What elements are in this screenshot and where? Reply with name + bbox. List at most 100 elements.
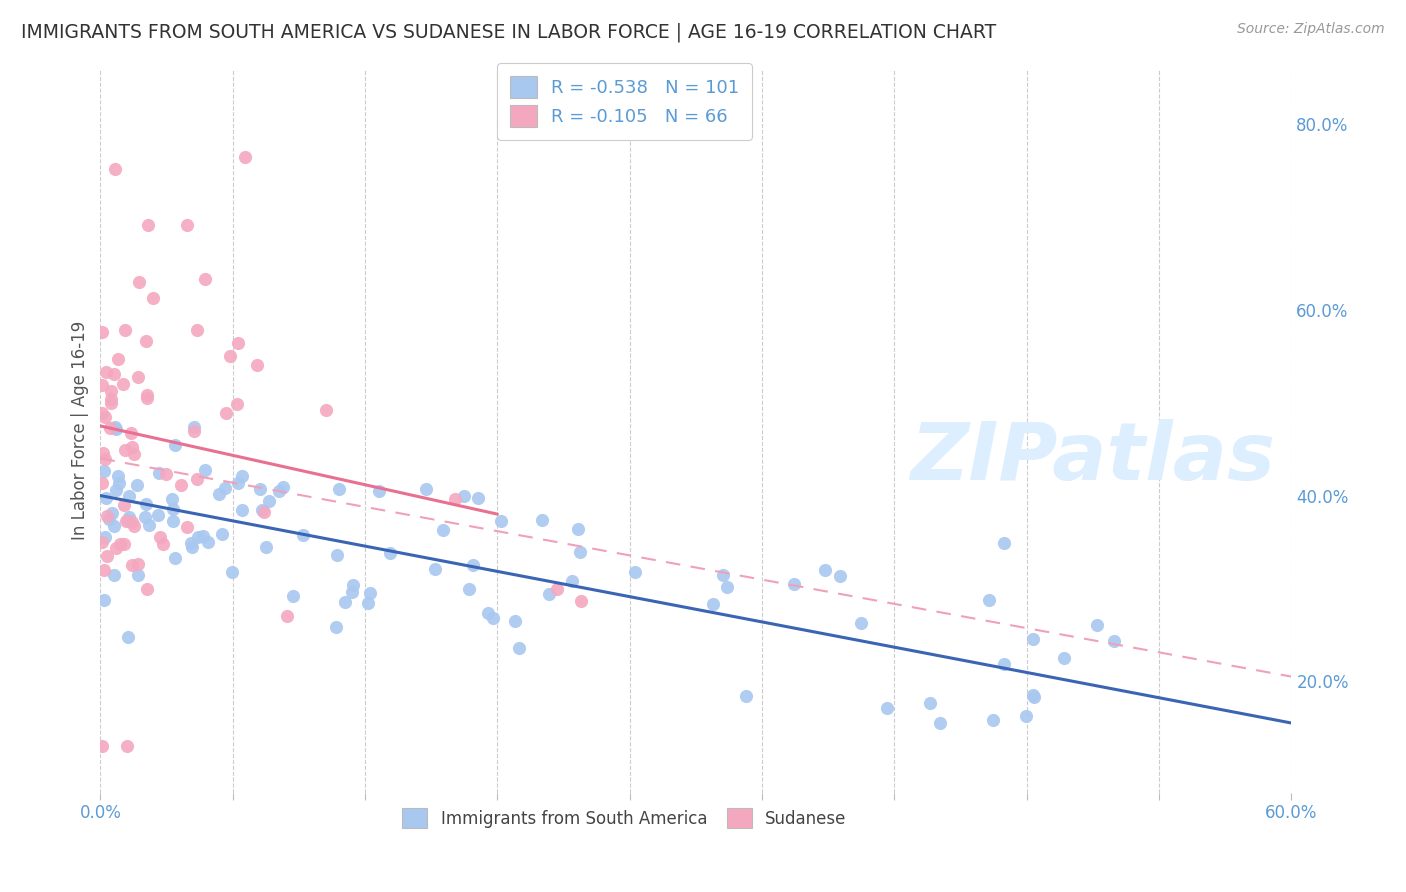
Point — [121, 558, 143, 572]
Point — [253, 505, 276, 519]
Point — [91, 378, 114, 392]
Point — [118, 489, 141, 503]
Point — [183, 424, 205, 438]
Point — [112, 498, 135, 512]
Point — [96, 549, 118, 564]
Point — [228, 476, 250, 491]
Point — [93, 592, 115, 607]
Text: Source: ZipAtlas.com: Source: ZipAtlas.com — [1237, 22, 1385, 37]
Point — [134, 510, 156, 524]
Point — [197, 534, 219, 549]
Point — [415, 482, 437, 496]
Point — [423, 562, 446, 576]
Point — [246, 358, 269, 372]
Point — [91, 325, 114, 339]
Point — [380, 546, 402, 560]
Point — [114, 323, 136, 337]
Point — [357, 596, 380, 610]
Point — [183, 420, 205, 434]
Point — [176, 218, 198, 232]
Point — [453, 489, 475, 503]
Point — [98, 421, 121, 435]
Point — [155, 467, 177, 481]
Point — [105, 483, 128, 497]
Point — [977, 593, 1000, 607]
Point — [105, 541, 128, 556]
Point — [107, 352, 129, 367]
Point — [457, 582, 479, 597]
Point — [169, 478, 191, 492]
Point — [546, 582, 568, 596]
Point — [152, 537, 174, 551]
Point — [122, 446, 145, 460]
Point — [359, 586, 381, 600]
Point — [503, 615, 526, 629]
Point — [117, 513, 139, 527]
Point — [107, 469, 129, 483]
Point — [121, 516, 143, 530]
Point — [1022, 689, 1045, 703]
Point — [118, 510, 141, 524]
Point — [103, 367, 125, 381]
Point — [165, 438, 187, 452]
Point — [981, 713, 1004, 727]
Point — [292, 528, 315, 542]
Point — [814, 563, 837, 577]
Point — [149, 530, 172, 544]
Y-axis label: In Labor Force | Age 16-19: In Labor Force | Age 16-19 — [72, 321, 89, 541]
Point — [136, 218, 159, 232]
Point — [96, 509, 118, 524]
Point — [135, 334, 157, 348]
Point — [444, 491, 467, 506]
Point — [482, 611, 505, 625]
Point — [194, 272, 217, 286]
Point — [94, 530, 117, 544]
Point — [97, 512, 120, 526]
Point — [91, 739, 114, 754]
Point — [876, 701, 898, 715]
Point — [108, 537, 131, 551]
Point — [783, 577, 806, 591]
Point — [1102, 634, 1125, 648]
Legend: Immigrants from South America, Sudanese: Immigrants from South America, Sudanese — [395, 801, 853, 835]
Point — [340, 584, 363, 599]
Point — [271, 480, 294, 494]
Point — [281, 589, 304, 603]
Point — [103, 567, 125, 582]
Point — [136, 582, 159, 597]
Point — [127, 568, 149, 582]
Point — [1022, 632, 1045, 647]
Point — [432, 523, 454, 537]
Point — [104, 161, 127, 176]
Point — [186, 471, 208, 485]
Point — [193, 529, 215, 543]
Point — [187, 530, 209, 544]
Point — [1085, 618, 1108, 632]
Point — [920, 696, 942, 710]
Point — [1022, 690, 1045, 705]
Point — [101, 506, 124, 520]
Point — [207, 487, 229, 501]
Point — [103, 518, 125, 533]
Point — [233, 150, 256, 164]
Point — [702, 598, 724, 612]
Point — [711, 567, 734, 582]
Point — [993, 536, 1015, 550]
Point — [226, 335, 249, 350]
Point — [180, 535, 202, 549]
Point — [122, 518, 145, 533]
Point — [211, 527, 233, 541]
Point — [111, 377, 134, 392]
Point — [146, 508, 169, 523]
Point — [215, 406, 238, 420]
Point — [530, 513, 553, 527]
Point — [163, 551, 186, 566]
Point — [100, 392, 122, 407]
Point — [508, 640, 530, 655]
Point — [117, 630, 139, 644]
Point — [267, 484, 290, 499]
Point — [326, 549, 349, 563]
Point — [342, 578, 364, 592]
Point — [477, 606, 499, 620]
Point — [117, 739, 139, 754]
